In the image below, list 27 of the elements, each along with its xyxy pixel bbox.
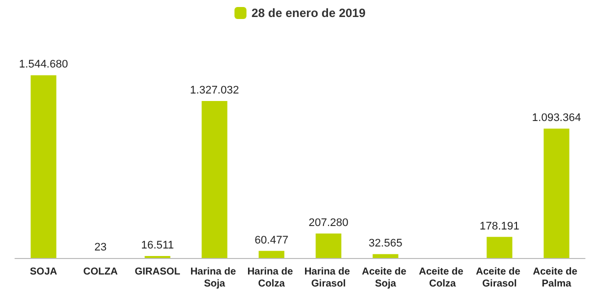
x-tick-label: Harina de Soja (190, 266, 239, 290)
bar (30, 75, 56, 258)
bar (544, 128, 570, 258)
data-label: 207.280 (308, 216, 348, 229)
bar (486, 236, 512, 258)
x-tick-label: SOJA (30, 266, 58, 278)
legend-label: 28 de enero de 2019 (251, 6, 366, 20)
bar (372, 254, 398, 258)
data-label: 1.327.032 (190, 84, 239, 96)
bar (202, 100, 228, 258)
x-tick-label: Aceite de Colza (418, 266, 466, 290)
data-label: 32.565 (368, 238, 402, 250)
x-tick-label: Harina de Girasol (304, 266, 353, 290)
x-tick-label: Harina de Colza (247, 266, 296, 290)
x-tick-label: COLZA (83, 266, 118, 278)
x-tick-label: Aceite de Soja (362, 266, 410, 290)
data-label: 1.544.680 (19, 58, 68, 71)
data-label: 60.477 (254, 234, 288, 246)
x-tick-label: GIRASOL (134, 266, 180, 278)
x-tick-label: Aceite de Girasol (476, 266, 524, 290)
bar (316, 233, 342, 258)
data-label: 23 (94, 241, 107, 254)
x-tick-label: Aceite de Palma (532, 266, 580, 290)
data-label: 178.191 (480, 220, 520, 232)
data-label: 16.511 (141, 240, 174, 252)
data-label: 1.093.364 (532, 112, 581, 124)
bar (258, 250, 284, 258)
